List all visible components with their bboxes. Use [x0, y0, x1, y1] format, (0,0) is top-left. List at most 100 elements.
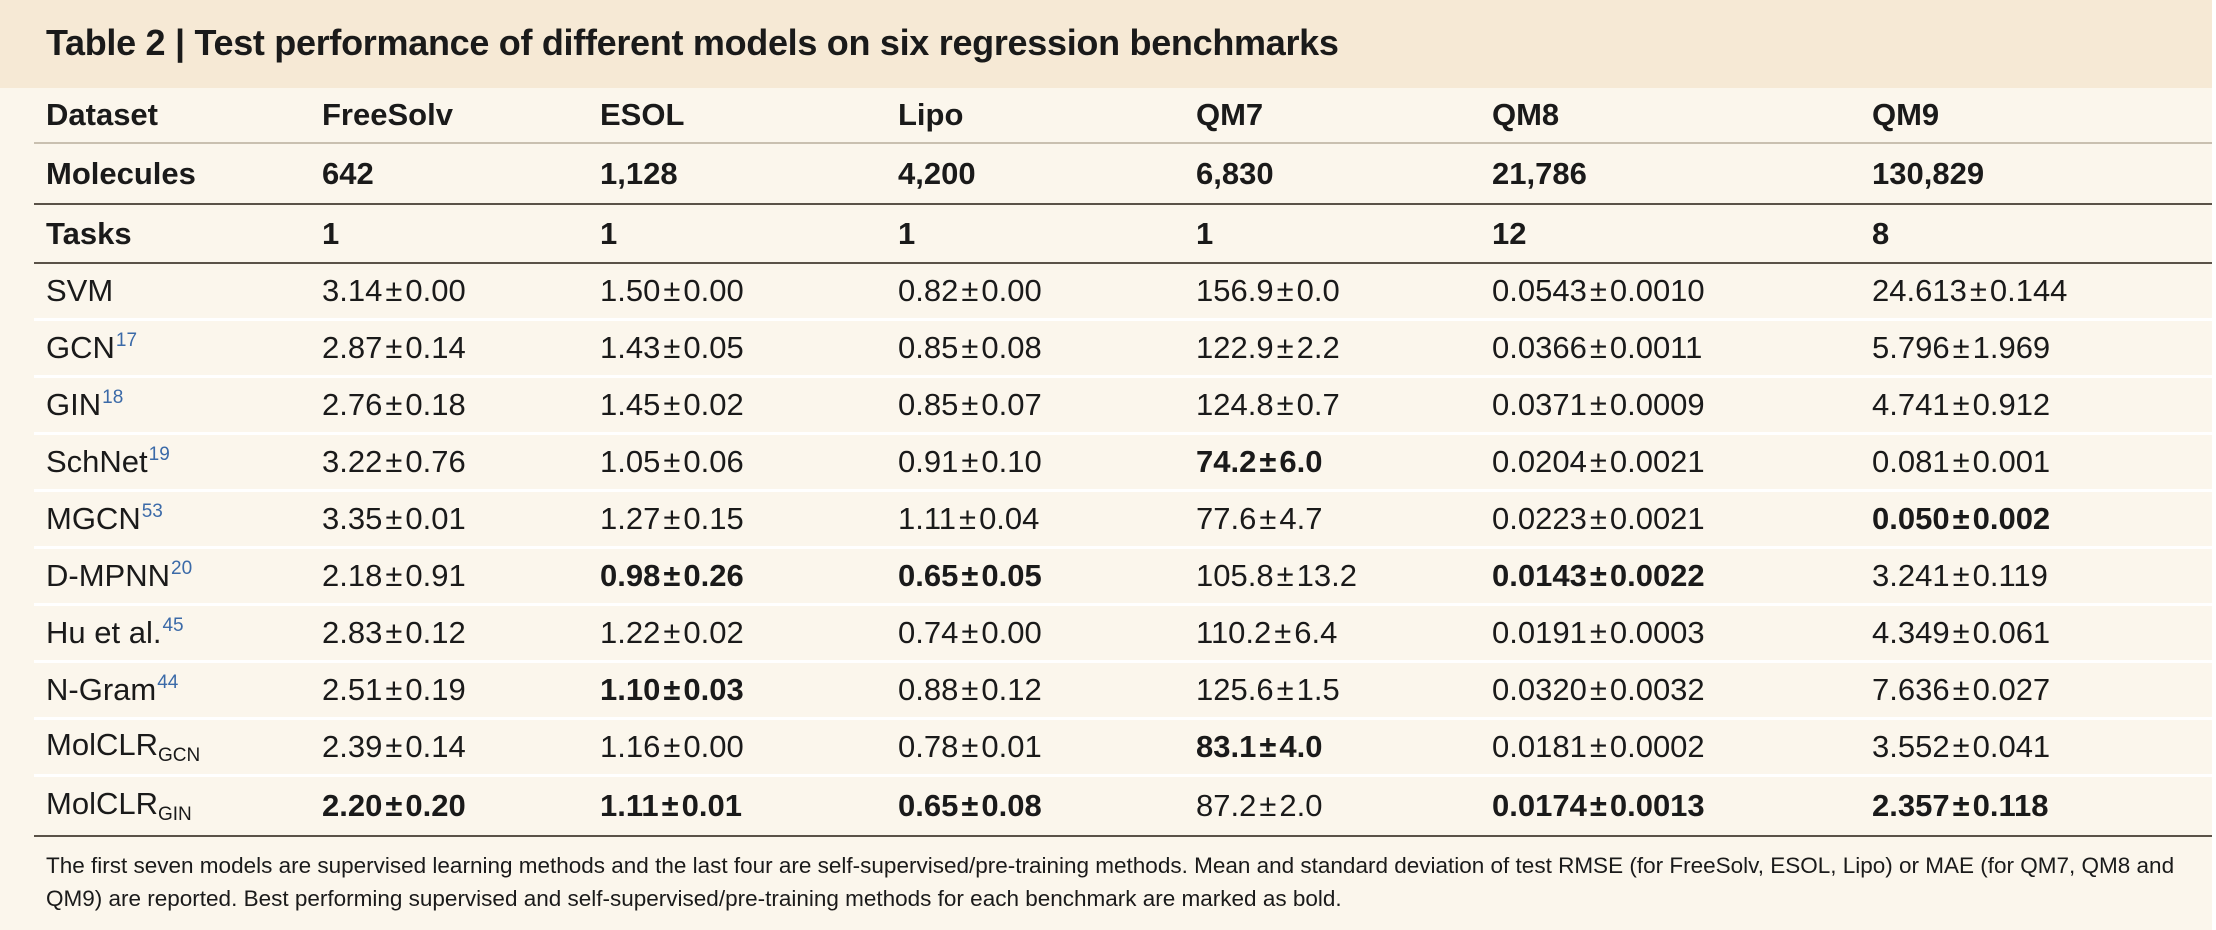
plus-minus-symbol: ±	[1276, 273, 1294, 308]
plus-minus-symbol: ±	[1952, 387, 1970, 422]
metric-sd: 0.02	[683, 615, 744, 650]
metric-mean: 0.0174	[1492, 788, 1587, 823]
plus-minus-symbol: ±	[1259, 788, 1277, 823]
plus-minus-symbol: ±	[385, 615, 403, 650]
header-cell: 21,786	[1480, 143, 1860, 205]
plus-minus-symbol: ±	[1589, 788, 1607, 823]
plus-minus-symbol: ±	[661, 788, 679, 823]
metric-cell: 0.0371±0.0009	[1480, 376, 1860, 435]
table-row: N-Gram44 2.51±0.19 1.10±0.03 0.88±0.12 125.6…	[34, 661, 2212, 720]
model-name: MolCLR	[46, 786, 158, 821]
plus-minus-symbol: ±	[1259, 729, 1277, 764]
metric-cell: 0.0204±0.0021	[1480, 433, 1860, 492]
metric-mean: 0.85	[898, 330, 959, 365]
metric-cell: 124.8±0.7	[1184, 376, 1480, 435]
plus-minus-symbol: ±	[385, 729, 403, 764]
metric-cell: 0.85±0.07	[886, 376, 1184, 435]
metric-cell: 5.796±1.969	[1860, 319, 2212, 378]
header-cell: QM7	[1184, 88, 1480, 144]
metric-sd: 0.0003	[1609, 615, 1705, 650]
plus-minus-symbol: ±	[663, 387, 681, 422]
metric-sd: 0.041	[1972, 729, 2051, 764]
model-name-cell: MGCN53	[34, 490, 310, 549]
model-name-cell: N-Gram44	[34, 661, 310, 720]
plus-minus-symbol: ±	[385, 788, 403, 823]
plus-minus-symbol: ±	[1952, 330, 1970, 365]
metric-mean: 1.22	[600, 615, 661, 650]
molecules-row: Molecules 642 1,128 4,200 6,830 21,786 130,829	[34, 143, 2212, 205]
metric-cell: 1.50±0.00	[588, 263, 886, 321]
plus-minus-symbol: ±	[1589, 273, 1607, 308]
model-name: D-MPNN	[46, 558, 170, 593]
metric-mean: 2.76	[322, 387, 383, 422]
reference-link[interactable]: 18	[102, 387, 124, 408]
plus-minus-symbol: ±	[663, 615, 681, 650]
metric-cell: 1.43±0.05	[588, 319, 886, 378]
metric-sd: 0.0002	[1609, 729, 1705, 764]
metric-cell: 2.18±0.91	[310, 547, 588, 606]
metric-cell: 2.20±0.20	[310, 775, 588, 837]
metric-cell: 0.82±0.00	[886, 263, 1184, 321]
metric-sd: 0.26	[683, 558, 744, 593]
reference-link[interactable]: 45	[162, 615, 184, 636]
metric-mean: 3.22	[322, 444, 383, 479]
table-row: MolCLRGCN 2.39±0.14 1.16±0.00 0.78±0.01 83.1…	[34, 718, 2212, 777]
metric-cell: 2.83±0.12	[310, 604, 588, 663]
metric-sd: 0.06	[683, 444, 744, 479]
metric-mean: 0.081	[1872, 444, 1950, 479]
metric-mean: 2.357	[1872, 788, 1950, 823]
header-cell: 130,829	[1860, 143, 2212, 205]
metric-cell: 0.050±0.002	[1860, 490, 2212, 549]
plus-minus-symbol: ±	[961, 729, 979, 764]
header-cell: 642	[310, 143, 588, 205]
model-name-cell: GIN18	[34, 376, 310, 435]
plus-minus-symbol: ±	[1589, 729, 1607, 764]
results-table: Dataset FreeSolv ESOL Lipo QM7 QM8 QM9 Molecule…	[34, 88, 2212, 837]
metric-sd: 0.20	[405, 788, 466, 823]
row-label: Dataset	[34, 88, 310, 144]
reference-link[interactable]: 19	[148, 444, 170, 465]
plus-minus-symbol: ±	[385, 501, 403, 536]
metric-mean: 0.0181	[1492, 729, 1587, 764]
metric-cell: 1.16±0.00	[588, 718, 886, 777]
table-header: Dataset FreeSolv ESOL Lipo QM7 QM8 QM9 Molecule…	[34, 88, 2212, 264]
plus-minus-symbol: ±	[1259, 444, 1277, 479]
metric-cell: 122.9±2.2	[1184, 319, 1480, 378]
metric-sd: 0.08	[981, 330, 1042, 365]
header-cell: 4,200	[886, 143, 1184, 205]
metric-cell: 0.0191±0.0003	[1480, 604, 1860, 663]
plus-minus-symbol: ±	[1952, 788, 1970, 823]
metric-cell: 0.081±0.001	[1860, 433, 2212, 492]
plus-minus-symbol: ±	[961, 273, 979, 308]
metric-mean: 3.35	[322, 501, 383, 536]
plus-minus-symbol: ±	[663, 330, 681, 365]
header-cell: 12	[1480, 204, 1860, 264]
reference-link[interactable]: 17	[115, 330, 138, 351]
metric-cell: 0.0543±0.0010	[1480, 263, 1860, 321]
plus-minus-symbol: ±	[1259, 501, 1277, 536]
metric-mean: 2.20	[322, 788, 383, 823]
metric-mean: 0.0143	[1492, 558, 1587, 593]
header-cell: 1,128	[588, 143, 886, 205]
metric-cell: 4.741±0.912	[1860, 376, 2212, 435]
metric-cell: 0.0174±0.0013	[1480, 775, 1860, 837]
table-row: D-MPNN20 2.18±0.91 0.98±0.26 0.65±0.05 105.8…	[34, 547, 2212, 606]
metric-sd: 2.2	[1296, 330, 1340, 365]
reference-link[interactable]: 44	[157, 672, 179, 693]
plus-minus-symbol: ±	[1952, 672, 1970, 707]
model-name-cell: Hu et al.45	[34, 604, 310, 663]
model-name-cell: MolCLRGCN	[34, 718, 310, 777]
metric-mean: 4.741	[1872, 387, 1950, 422]
metric-mean: 0.0223	[1492, 501, 1587, 536]
table-row: SVM 3.14±0.00 1.50±0.00 0.82±0.00 156.9±0.0 0…	[34, 263, 2212, 321]
model-name: MolCLR	[46, 727, 158, 762]
metric-mean: 0.0320	[1492, 672, 1587, 707]
metric-cell: 0.0320±0.0032	[1480, 661, 1860, 720]
reference-link[interactable]: 53	[141, 501, 163, 522]
plus-minus-symbol: ±	[1589, 615, 1607, 650]
metric-sd: 0.119	[1972, 558, 2048, 593]
reference-link[interactable]: 20	[171, 558, 193, 579]
header-cell: ESOL	[588, 88, 886, 144]
metric-sd: 0.0009	[1609, 387, 1705, 422]
metric-sd: 0.12	[981, 672, 1042, 707]
